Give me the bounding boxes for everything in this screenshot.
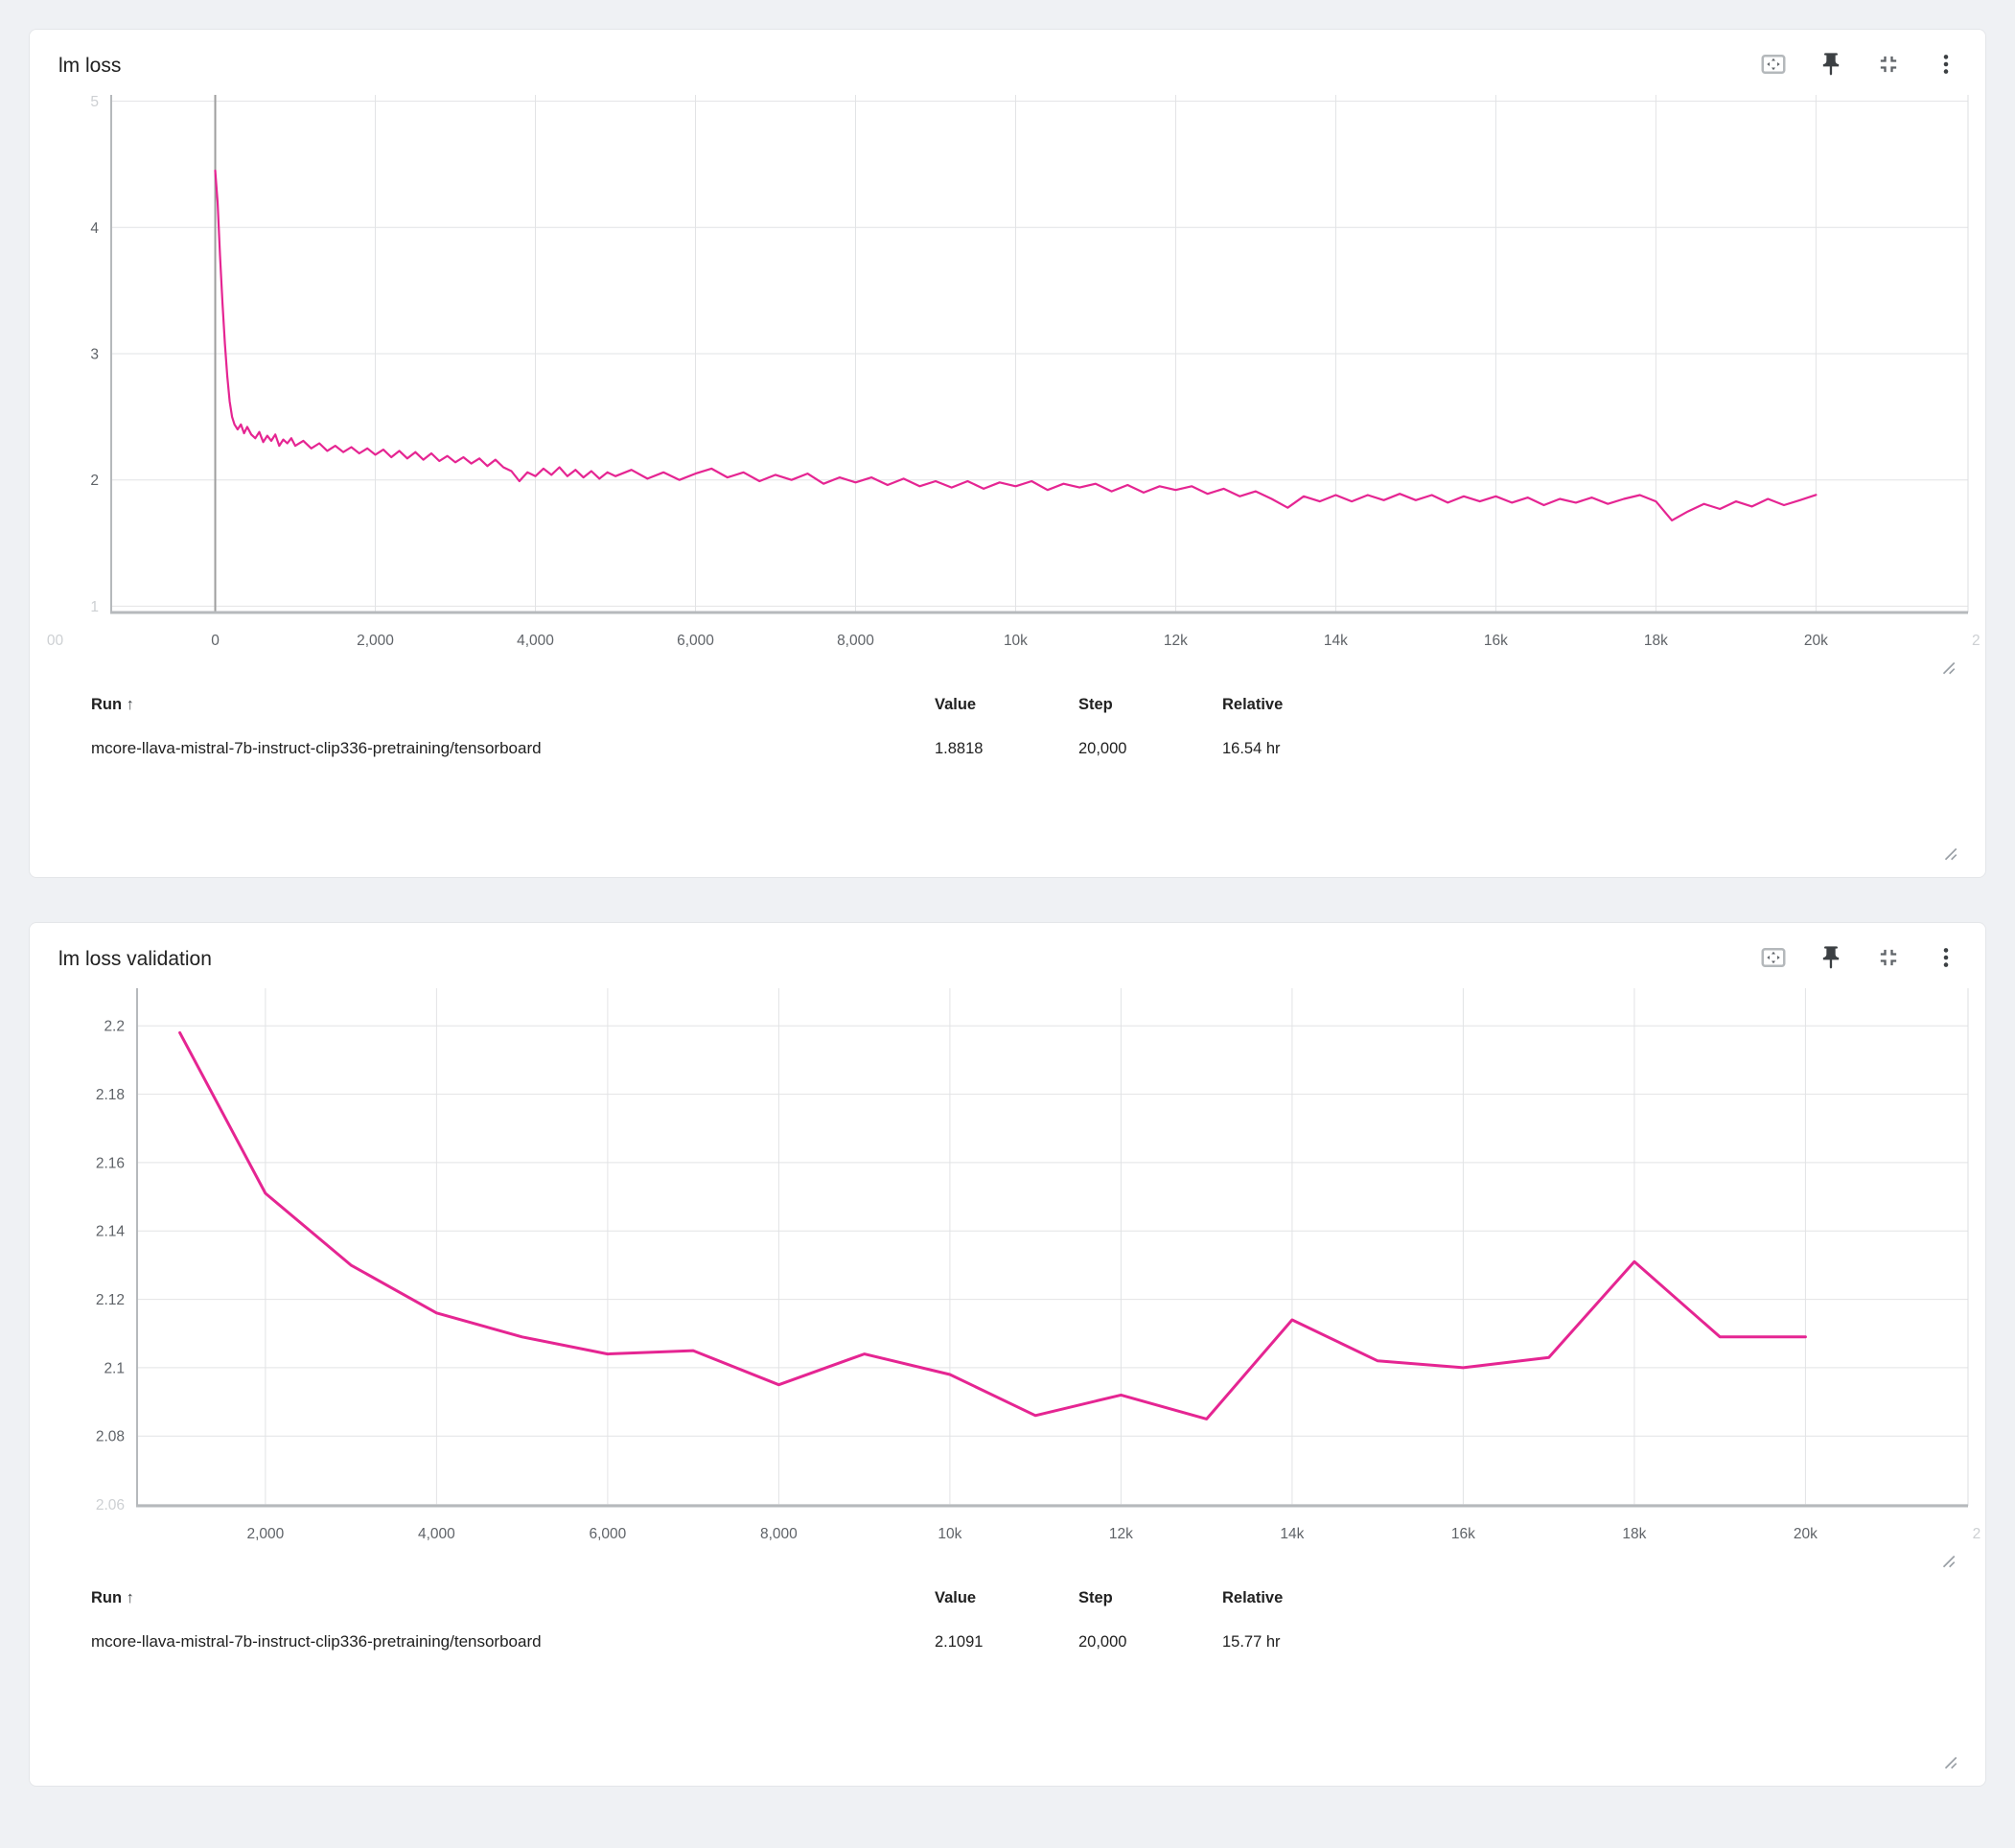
relative-column-header[interactable]: Relative [1222, 695, 1284, 713]
sort-ascending-icon: ↑ [126, 1588, 134, 1606]
svg-text:2: 2 [1973, 1526, 1981, 1542]
run-column-header[interactable]: Run ↑ [91, 695, 134, 713]
svg-text:2.18: 2.18 [96, 1087, 125, 1103]
run-name: mcore-llava-mistral-7b-instruct-clip336-… [91, 739, 542, 757]
card-resize-handle[interactable] [1941, 844, 1958, 862]
value-column-header[interactable]: Value [935, 1588, 977, 1606]
more-options-button[interactable] [1932, 944, 1960, 973]
value-column-header[interactable]: Value [935, 695, 977, 713]
run-value: 1.8818 [935, 739, 984, 757]
card-resize-handle[interactable] [1941, 1753, 1958, 1770]
collapse-icon [1875, 51, 1902, 81]
svg-text:6,000: 6,000 [589, 1526, 626, 1542]
lm-loss-validation-chart[interactable]: 2.06 2.08 2.1 2.12 2.14 2.16 2.18 2.2 2,000 4,000… [30, 981, 1986, 1567]
svg-text:2.12: 2.12 [96, 1292, 125, 1308]
chart-resize-handle[interactable] [1939, 1552, 1957, 1569]
svg-text:2.06: 2.06 [96, 1497, 125, 1513]
chart-card-lm-loss-validation: lm loss validation [29, 922, 1986, 1787]
chart-resize-handle[interactable] [1939, 658, 1957, 676]
pin-button[interactable] [1817, 51, 1845, 80]
svg-text:16k: 16k [1484, 633, 1508, 649]
svg-text:2.16: 2.16 [96, 1155, 125, 1171]
svg-text:2.14: 2.14 [96, 1224, 126, 1240]
table-row: mcore-llava-mistral-7b-instruct-clip336-… [30, 1619, 1985, 1665]
svg-text:14k: 14k [1324, 633, 1348, 649]
run-relative: 16.54 hr [1222, 739, 1281, 757]
collapse-icon [1875, 944, 1902, 974]
runs-table: Run ↑ Value Step Relative mcore-llava-mi… [30, 683, 1985, 772]
fit-to-data-button[interactable] [1759, 51, 1788, 80]
collapse-button[interactable] [1874, 944, 1903, 973]
svg-text:10k: 10k [938, 1526, 961, 1542]
fit-to-data-icon [1759, 50, 1788, 81]
run-relative: 15.77 hr [1222, 1632, 1281, 1651]
more-options-icon [1934, 945, 1958, 973]
run-step: 20,000 [1078, 1632, 1127, 1651]
svg-text:4: 4 [90, 220, 99, 237]
table-row: mcore-llava-mistral-7b-instruct-clip336-… [30, 726, 1985, 772]
relative-column-header[interactable]: Relative [1222, 1588, 1284, 1606]
svg-text:5: 5 [90, 94, 99, 110]
runs-table-header: Run ↑ Value Step Relative [30, 683, 1985, 726]
sort-ascending-icon: ↑ [126, 695, 134, 713]
run-name: mcore-llava-mistral-7b-instruct-clip336-… [91, 1632, 542, 1651]
run-step: 20,000 [1078, 739, 1127, 757]
svg-text:8,000: 8,000 [837, 633, 874, 649]
pin-icon [1818, 944, 1844, 974]
card-toolbar [1759, 944, 1960, 973]
svg-text:3: 3 [90, 347, 99, 363]
card-toolbar [1759, 51, 1960, 80]
svg-text:1: 1 [90, 599, 99, 615]
pin-button[interactable] [1817, 944, 1845, 973]
svg-text:2.08: 2.08 [96, 1429, 125, 1445]
svg-text:14k: 14k [1280, 1526, 1304, 1542]
more-options-button[interactable] [1932, 51, 1960, 80]
collapse-button[interactable] [1874, 51, 1903, 80]
svg-text:0: 0 [211, 633, 220, 649]
svg-text:10k: 10k [1004, 633, 1028, 649]
svg-text:18k: 18k [1644, 633, 1668, 649]
run-column-header[interactable]: Run ↑ [91, 1588, 134, 1606]
svg-text:2.1: 2.1 [104, 1360, 125, 1376]
svg-text:00: 00 [47, 633, 64, 649]
step-column-header[interactable]: Step [1078, 1588, 1113, 1606]
svg-text:16k: 16k [1451, 1526, 1475, 1542]
page-title: lm loss [58, 55, 122, 77]
pin-icon [1818, 51, 1844, 81]
svg-text:12k: 12k [1164, 633, 1188, 649]
chart-card-lm-loss: lm loss [29, 29, 1986, 878]
svg-text:6,000: 6,000 [677, 633, 714, 649]
svg-text:2,000: 2,000 [357, 633, 394, 649]
svg-text:4,000: 4,000 [418, 1526, 455, 1542]
step-column-header[interactable]: Step [1078, 695, 1113, 713]
svg-text:4,000: 4,000 [517, 633, 554, 649]
svg-text:18k: 18k [1622, 1526, 1646, 1542]
svg-text:2.2: 2.2 [104, 1019, 125, 1035]
runs-table: Run ↑ Value Step Relative mcore-llava-mi… [30, 1577, 1985, 1665]
page-title: lm loss validation [58, 948, 212, 970]
more-options-icon [1934, 52, 1958, 80]
svg-text:20k: 20k [1794, 1526, 1818, 1542]
svg-text:20k: 20k [1804, 633, 1828, 649]
svg-text:2: 2 [1972, 633, 1980, 649]
svg-text:8,000: 8,000 [760, 1526, 798, 1542]
runs-table-header: Run ↑ Value Step Relative [30, 1577, 1985, 1619]
svg-text:2,000: 2,000 [246, 1526, 284, 1542]
fit-to-data-button[interactable] [1759, 944, 1788, 973]
fit-to-data-icon [1759, 943, 1788, 975]
svg-text:2: 2 [90, 473, 99, 489]
svg-text:12k: 12k [1109, 1526, 1133, 1542]
run-value: 2.1091 [935, 1632, 984, 1651]
